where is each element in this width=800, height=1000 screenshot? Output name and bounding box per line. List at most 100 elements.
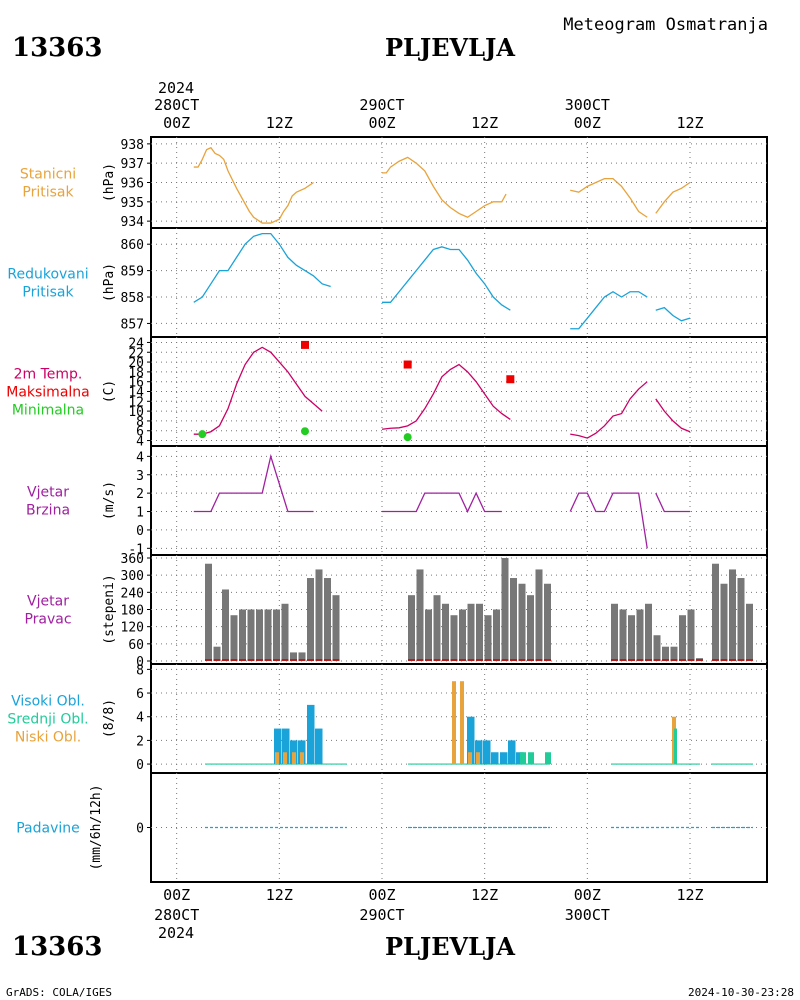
direction-bar	[433, 595, 441, 661]
series-line	[193, 346, 323, 435]
y-tick-label: 936	[121, 177, 144, 192]
high-cloud-bar	[307, 704, 315, 765]
time-tick-top: 00Z	[368, 114, 395, 132]
y-tick-label: 938	[121, 138, 144, 153]
y-tick-label: 935	[121, 196, 144, 211]
series-line	[382, 156, 507, 219]
direction-bar	[544, 583, 551, 661]
direction-bar	[416, 569, 424, 661]
y-tick-label: 18	[128, 366, 144, 381]
time-tick-top: 12Z	[676, 114, 703, 132]
y-tick-label: 14	[128, 386, 144, 401]
direction-bar	[737, 578, 745, 661]
y-tick-label: 60	[128, 638, 144, 653]
direction-bar	[307, 578, 314, 661]
high-cloud-bar	[500, 752, 508, 765]
y-tick-label: 937	[121, 157, 144, 172]
direction-bar	[281, 603, 289, 661]
y-tick-label: 860	[121, 238, 144, 253]
direction-bar	[298, 652, 306, 661]
low-cloud-bar	[452, 681, 456, 765]
product-title: Meteogram Osmatranja	[563, 15, 768, 35]
time-tick-bottom: 00Z	[368, 886, 395, 904]
series-line	[655, 306, 691, 322]
time-tick-top: 00Z	[163, 114, 190, 132]
unit-label: (stepeni)	[102, 574, 117, 644]
direction-bar	[324, 578, 331, 661]
low-cloud-bar	[292, 752, 296, 765]
year-top: 2024	[158, 79, 194, 97]
unit-label: (C)	[102, 380, 117, 403]
high-cloud-bar	[516, 752, 524, 765]
date-label-top: 300CT	[565, 96, 610, 114]
y-tick-label: 16	[128, 376, 144, 391]
y-tick-label: 8	[136, 663, 144, 678]
series-line	[193, 453, 314, 513]
low-cloud-bar	[283, 752, 287, 765]
mid-cloud-bar	[545, 752, 551, 765]
unit-label: (8/8)	[102, 699, 117, 738]
panel-frame	[150, 336, 768, 447]
y-tick-label: 857	[121, 317, 144, 332]
year-bottom: 2024	[158, 924, 194, 942]
y-tick-label: 120	[121, 621, 144, 636]
panel-clouds: 0 2 4 6 8 Visoki Obl. Srednji Obl. Niski Obl. (8…	[7, 663, 768, 774]
panel-label: Vjetar	[27, 485, 69, 501]
direction-bar	[619, 609, 627, 661]
panel-reduced: 857 858 859 860 Redukovani Pritisak (hPa)	[7, 227, 768, 338]
mid-cloud-bar	[674, 728, 677, 765]
station-name-top: PLJEVLJA	[385, 33, 515, 62]
time-tick-top: 00Z	[574, 114, 601, 132]
series-line	[655, 181, 691, 214]
credit: GrADS: COLA/IGES	[6, 986, 112, 999]
y-tick-label: 0	[136, 655, 144, 670]
station-name-bottom: PLJEVLJA	[385, 932, 515, 961]
direction-bar	[535, 569, 543, 661]
series-line	[570, 177, 648, 218]
date-label-bottom: 290CT	[359, 906, 404, 924]
panel-label: Redukovani	[7, 267, 88, 283]
panel-label: Maksimalna	[6, 385, 90, 401]
y-tick-label: 20	[128, 356, 144, 371]
unit-label: (hPa)	[102, 263, 117, 302]
y-tick-label: 6	[136, 687, 144, 702]
y-tick-label: 240	[121, 586, 144, 601]
high-cloud-bar	[290, 740, 298, 765]
low-cloud-bar	[460, 681, 464, 765]
series-line	[570, 290, 648, 330]
direction-bar	[484, 615, 492, 661]
panel-label: Brzina	[26, 503, 70, 519]
low-cloud-bar	[468, 752, 472, 765]
time-tick-bottom: 12Z	[676, 886, 703, 904]
direction-bar	[645, 603, 652, 661]
time-tick-bottom: 00Z	[163, 886, 190, 904]
panel-frame	[150, 227, 768, 338]
y-tick-label: 934	[121, 215, 145, 230]
y-tick-label: 0	[136, 822, 144, 837]
y-tick-label: 360	[121, 552, 144, 567]
direction-bar	[315, 569, 323, 661]
direction-bar	[459, 609, 466, 661]
panel-label: Stanicni	[20, 167, 76, 183]
date-label-top: 290CT	[359, 96, 404, 114]
min-temp-marker	[198, 430, 207, 439]
timestamp: 2024-10-30-23:28	[688, 986, 794, 999]
y-tick-label: 6	[136, 425, 144, 440]
direction-bar	[611, 603, 618, 661]
direction-bar	[720, 583, 728, 661]
direction-bar	[264, 609, 272, 661]
time-tick-bottom: 00Z	[574, 886, 601, 904]
time-tick-bottom: 12Z	[471, 886, 498, 904]
direction-bar	[662, 646, 669, 661]
direction-bar	[712, 563, 719, 661]
high-cloud-bar	[298, 740, 306, 765]
y-tick-label: 8	[136, 415, 144, 430]
panel-label: Pritisak	[22, 285, 74, 301]
direction-bar	[493, 609, 500, 661]
direction-bar	[273, 609, 280, 661]
direction-bar	[729, 569, 736, 661]
date-label-bottom: 300CT	[565, 906, 610, 924]
unit-label: (mm/6h/12h)	[89, 784, 104, 870]
series-line	[193, 232, 331, 303]
